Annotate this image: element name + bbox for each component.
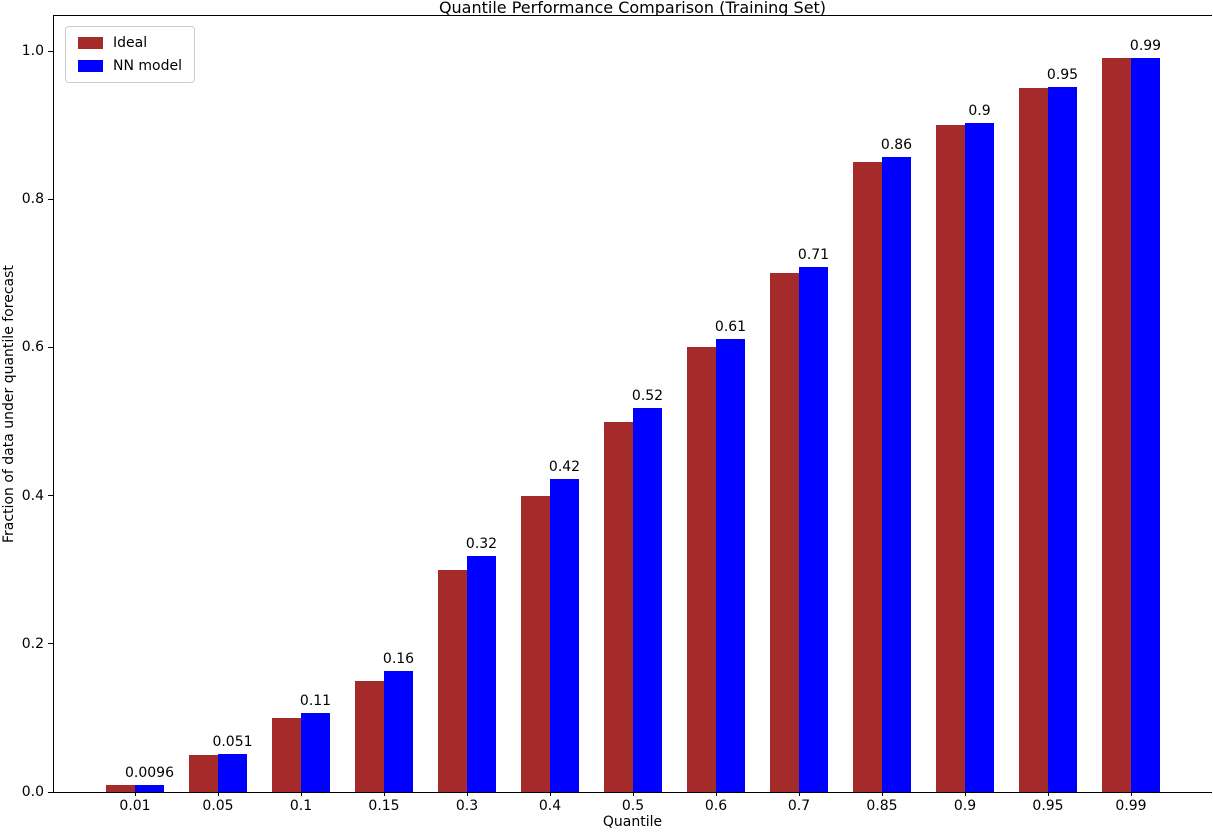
y-tick-label: 1.0 (21, 43, 44, 59)
bar-value-label: 0.71 (797, 246, 830, 263)
legend: Ideal NN model (65, 26, 195, 83)
y-tick-label: 0.4 (21, 487, 44, 504)
x-tick (135, 792, 136, 796)
x-tick (799, 792, 800, 796)
bar-nn-model (1048, 87, 1077, 792)
x-tick (550, 792, 551, 796)
bar-nn-model (965, 122, 994, 792)
bar-ideal (438, 569, 467, 792)
y-tick-label: 0.0 (21, 784, 44, 800)
bar-value-label: 0.32 (465, 536, 498, 553)
bar-ideal (604, 421, 633, 792)
bar-value-label: 0.9 (968, 102, 991, 119)
x-tick-label: 0.3 (455, 798, 479, 814)
y-tick (48, 346, 54, 348)
bar-nn-model (716, 339, 745, 792)
bar-nn-model (550, 479, 579, 792)
bar-value-label: 0.16 (382, 651, 415, 668)
bar-value-label: 0.42 (548, 459, 581, 476)
y-tick-label: 0.2 (21, 635, 44, 652)
y-tick (48, 791, 54, 793)
x-tick-label: 0.85 (866, 798, 898, 814)
bar-nn-model (1131, 58, 1160, 792)
legend-swatch (78, 60, 103, 72)
bar-value-label: 0.95 (1046, 67, 1079, 84)
x-tick (1048, 792, 1049, 796)
bar-nn-model (384, 671, 413, 792)
x-tick (301, 792, 302, 796)
x-tick-label: 0.05 (202, 798, 234, 814)
legend-item: NN model (78, 58, 182, 74)
y-tick-label: 0.8 (21, 191, 44, 208)
bar-nn-model (882, 156, 911, 792)
x-tick-label: 0.99 (1115, 798, 1147, 814)
x-tick-label: 0.1 (289, 798, 313, 814)
legend-label: NN model (113, 58, 182, 74)
bar-value-label: 0.051 (212, 734, 253, 751)
x-tick (633, 792, 634, 796)
bar-ideal (355, 680, 384, 792)
bar-value-label: 0.86 (880, 136, 913, 153)
x-tick (882, 792, 883, 796)
chart-title: Quantile Performance Comparison (Trainin… (438, 0, 827, 17)
bar-ideal (272, 717, 301, 792)
bar-ideal (106, 784, 135, 792)
x-tick-label: 0.01 (119, 798, 151, 814)
plot-area: Ideal NN model 0.0 0.2 0.4 0.6 0.8 1.0 0.0096 0.… (22, 15, 1212, 814)
bar-nn-model (135, 784, 164, 792)
bar-ideal (853, 162, 882, 792)
bar-nn-model (633, 408, 662, 792)
x-tick-label: 0.5 (621, 798, 645, 814)
legend-item: Ideal (78, 35, 182, 51)
bar-ideal (1102, 58, 1131, 792)
x-axis-label: Quantile (602, 814, 663, 830)
legend-label: Ideal (113, 35, 148, 51)
x-tick-label: 0.6 (704, 798, 728, 814)
bar-ideal (521, 495, 550, 792)
bar-value-label: 0.0096 (125, 764, 174, 781)
bar-ideal (189, 754, 218, 792)
y-tick (48, 643, 54, 645)
x-tick-label: 0.15 (368, 798, 400, 814)
bar-nn-model (218, 754, 247, 792)
bar-value-label: 0.52 (631, 388, 664, 405)
bar-nn-model (467, 556, 496, 792)
y-tick (48, 495, 54, 497)
y-axis-label: Fraction of data under quantile forecast (1, 265, 17, 543)
bar-value-label: 0.99 (1129, 38, 1162, 55)
y-tick (48, 50, 54, 52)
bar-value-label: 0.11 (299, 692, 332, 709)
x-tick-label: 0.9 (953, 798, 977, 814)
bar-ideal (687, 347, 716, 792)
bar-ideal (936, 125, 965, 792)
x-tick (965, 792, 966, 796)
y-tick-label: 0.6 (21, 339, 44, 356)
x-tick (1131, 792, 1132, 796)
x-tick-label: 0.7 (787, 798, 811, 814)
bar-ideal (1019, 88, 1048, 792)
x-tick-label: 0.4 (538, 798, 562, 814)
legend-swatch (78, 37, 103, 49)
bar-nn-model (799, 266, 828, 792)
x-tick (218, 792, 219, 796)
bar-value-label: 0.61 (714, 319, 747, 336)
bar-nn-model (301, 712, 330, 792)
x-tick (384, 792, 385, 796)
y-tick (48, 198, 54, 200)
x-tick (467, 792, 468, 796)
bar-ideal (770, 273, 799, 792)
x-tick-label: 0.95 (1032, 798, 1064, 814)
x-tick (716, 792, 717, 796)
